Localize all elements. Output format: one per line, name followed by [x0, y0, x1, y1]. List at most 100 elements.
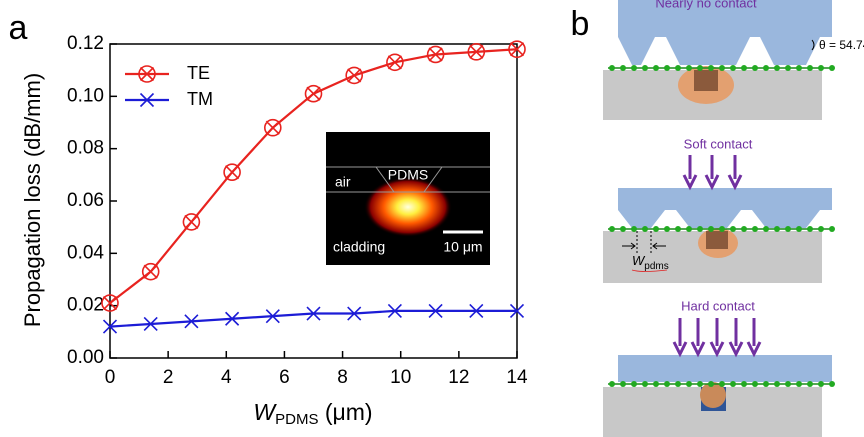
marker — [345, 66, 364, 85]
marker — [509, 303, 525, 318]
pdms-edge — [423, 166, 443, 193]
graphene-dot — [763, 65, 769, 71]
y-tick-label: 0.10 — [67, 85, 104, 106]
y-tick-label: 0.04 — [67, 242, 104, 263]
graphene-dot — [708, 226, 714, 232]
y-tick-label: 0.08 — [67, 138, 104, 159]
force-arrow — [704, 155, 720, 191]
graphene-dot — [708, 65, 714, 71]
x-tick-label: 0 — [105, 367, 116, 388]
pdms-stamp — [618, 188, 832, 228]
marker — [138, 65, 156, 83]
graphene-dot — [774, 226, 780, 232]
graphene-dot — [829, 65, 835, 71]
graphene-dot — [664, 65, 670, 71]
marker — [223, 163, 241, 181]
marker — [101, 294, 119, 312]
force-arrow — [728, 318, 744, 358]
graphene-dot — [774, 65, 780, 71]
graphene-dot — [664, 381, 670, 387]
graphene-dot — [664, 226, 670, 232]
x-tick-label: 2 — [163, 367, 174, 388]
diagram-3: Hard contact — [603, 298, 835, 437]
graphene-dot — [730, 381, 736, 387]
graphene-dot — [675, 381, 681, 387]
graphene-dot — [796, 381, 802, 387]
graphene-dot — [818, 381, 824, 387]
underline — [631, 269, 668, 272]
dim-arrows — [622, 242, 666, 250]
pdms-stamp — [618, 0, 832, 65]
force-arrow — [727, 155, 743, 191]
graphene-dot — [719, 65, 725, 71]
marker — [306, 306, 321, 321]
panel-label: b — [571, 5, 590, 43]
graphene-dot — [719, 381, 725, 387]
diagram-title: Soft contact — [684, 136, 753, 151]
x-tick-label: 4 — [221, 367, 232, 388]
graphene-dot — [642, 226, 648, 232]
diagram-2: Soft contact Wpdms — [603, 136, 835, 283]
force-arrow — [746, 318, 762, 358]
graphene-dot — [620, 65, 626, 71]
graphene-dot — [730, 65, 736, 71]
marker — [469, 303, 484, 318]
graphene-dot — [631, 226, 637, 232]
marker — [139, 92, 155, 108]
graphene-dot — [697, 381, 703, 387]
legend-label: TM — [187, 89, 213, 109]
legend-label: TE — [187, 63, 210, 83]
graphene-dot — [763, 381, 769, 387]
graphene-dot — [642, 381, 648, 387]
marker — [184, 314, 199, 329]
inset: air PDMS cladding 10 μm — [326, 132, 490, 265]
graphene-dot — [653, 65, 659, 71]
marker — [386, 53, 404, 72]
x-tick-label: 12 — [448, 367, 469, 388]
marker — [102, 319, 118, 334]
graphene-dot — [752, 381, 758, 387]
graphene-dot — [675, 65, 681, 71]
graphene-dot — [774, 381, 780, 387]
marker — [508, 40, 526, 58]
graphene-dot — [697, 65, 703, 71]
marker — [182, 213, 201, 231]
angle-arc — [811, 39, 815, 51]
graphene-dot — [686, 226, 692, 232]
graphene-dot — [829, 226, 835, 232]
width-label: Wpdms — [632, 253, 669, 271]
x-tick-label: 10 — [390, 367, 411, 388]
panel-label: a — [9, 9, 28, 47]
pdms-stamp — [618, 355, 832, 382]
diagram-1: θ = 54.74° Nearly no contact — [603, 0, 864, 120]
x-tick-label: 8 — [337, 367, 348, 388]
graphene-dot — [807, 381, 813, 387]
angle-label: θ = 54.74° — [819, 38, 864, 52]
pdms-edge — [375, 166, 395, 193]
force-arrow — [709, 318, 725, 358]
graphene-dot — [807, 226, 813, 232]
graphene-dot — [708, 381, 714, 387]
marker — [304, 84, 323, 103]
graphene-dot — [653, 226, 659, 232]
graphene-dot — [730, 226, 736, 232]
marker — [143, 316, 158, 332]
y-axis-label: Propagation loss (dB/mm) — [20, 73, 45, 327]
graphene-dot — [686, 381, 692, 387]
graphene-dot — [686, 65, 692, 71]
marker — [387, 303, 402, 318]
force-arrow — [682, 155, 698, 191]
inset-label: air — [335, 174, 351, 190]
inset-label: PDMS — [388, 167, 428, 183]
graphene-dot — [697, 226, 703, 232]
x-tick-label: 6 — [279, 367, 290, 388]
graphene-dot — [609, 226, 615, 232]
marker — [225, 311, 240, 326]
graphene-dot — [785, 381, 791, 387]
graphene-dot — [752, 226, 758, 232]
waveguide-core — [694, 70, 718, 91]
graphene-dot — [642, 65, 648, 71]
graphene-dot — [719, 226, 725, 232]
marker — [426, 45, 445, 64]
waveguide-mode — [700, 382, 726, 408]
